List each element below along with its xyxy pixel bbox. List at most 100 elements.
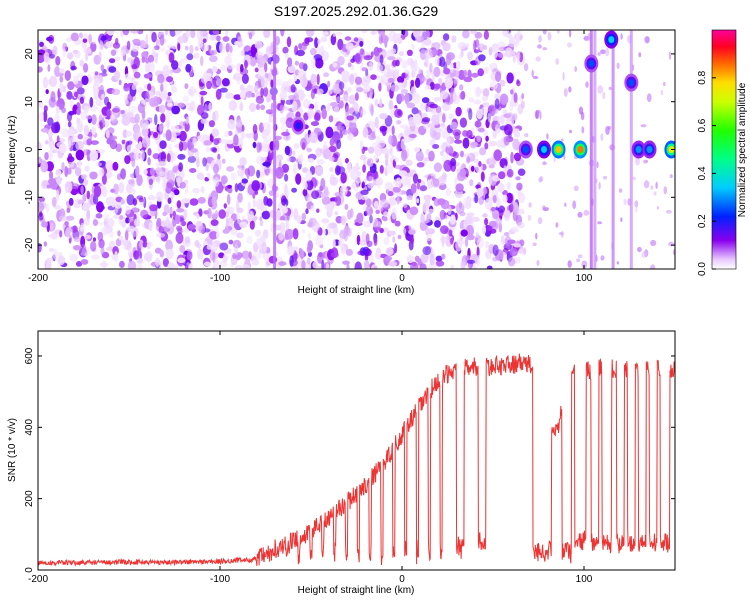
heatmap-speckle — [220, 64, 229, 72]
heatmap-speckle — [174, 214, 181, 225]
heatmap-speckle — [256, 169, 261, 179]
heatmap-speckle — [510, 151, 514, 164]
heatmap-speckle — [388, 261, 398, 267]
heatmap-speckle — [458, 54, 463, 60]
heatmap-speckle — [314, 234, 324, 247]
heatmap-speckle — [212, 252, 216, 263]
heatmap-speckle — [378, 82, 382, 92]
heatmap-speckle — [142, 241, 148, 248]
heatmap-speckle — [263, 30, 271, 39]
heatmap-speckle — [257, 68, 266, 80]
heatmap-speckle — [369, 92, 373, 99]
heatmap-speckle — [390, 48, 397, 54]
heatmap-speckle — [472, 264, 477, 269]
heatmap-speckle — [620, 217, 623, 222]
heatmap-speckle — [360, 195, 369, 201]
heatmap-speckle — [165, 248, 175, 260]
heatmap-speckle — [241, 73, 249, 85]
heatmap-speckle — [146, 242, 151, 250]
heatmap-speckle — [184, 264, 189, 269]
heatmap-speckle — [174, 30, 181, 37]
heatmap-speckle — [361, 30, 368, 34]
heatmap-speckle — [200, 186, 205, 194]
heatmap-speckle — [112, 42, 121, 49]
heatmap-speckle — [457, 41, 466, 50]
heatmap-speckle — [93, 87, 100, 100]
heatmap-speckle — [379, 54, 384, 65]
heatmap-speckle — [310, 73, 317, 85]
heatmap-speckle — [344, 36, 352, 41]
heatmap-speckle — [452, 62, 458, 69]
heatmap-speckle — [99, 40, 104, 51]
heatmap-speckle — [147, 157, 151, 166]
heatmap-speckle — [314, 37, 319, 49]
heatmap-speckle — [419, 263, 427, 269]
heatmap-speckle — [51, 122, 60, 134]
heatmap-speckle — [467, 69, 472, 79]
heatmap-speckle — [128, 105, 138, 114]
heatmap-speckle — [285, 219, 289, 231]
heatmap-speckle — [311, 221, 320, 232]
heatmap-speckle — [209, 34, 217, 41]
heatmap-speckle — [266, 97, 270, 103]
heatmap-speckle — [233, 134, 239, 146]
heatmap-speckle — [485, 241, 490, 249]
heatmap-speckle — [156, 173, 161, 185]
heatmap-speckle — [644, 36, 650, 44]
heatmap-speckle — [513, 256, 521, 264]
heatmap-speckle — [200, 96, 204, 106]
heatmap-speckle — [281, 163, 290, 173]
heatmap-speckle — [80, 259, 89, 265]
heatmap-speckle — [346, 87, 352, 93]
heatmap-speckle — [197, 197, 206, 204]
heatmap-speckle — [538, 35, 542, 43]
y-tick-label: 0 — [24, 146, 35, 152]
heatmap-speckle — [442, 33, 450, 41]
heatmap-speckle — [252, 141, 257, 149]
heatmap-speckle — [238, 137, 243, 149]
heatmap-speckle — [51, 196, 57, 207]
heatmap-speckle — [206, 80, 212, 90]
colorbar-gradient — [711, 29, 737, 270]
heatmap-speckle — [98, 51, 102, 63]
heatmap-speckle — [410, 79, 415, 86]
heatmap-speckle — [176, 225, 182, 232]
heatmap-speckle — [435, 260, 445, 267]
heatmap-speckle — [367, 90, 370, 98]
heatmap-speckle — [38, 212, 44, 221]
heatmap-speckle — [158, 125, 164, 132]
heatmap-speckle — [190, 30, 196, 39]
heatmap-speckle — [189, 168, 197, 173]
heatmap-speckle — [497, 115, 501, 125]
heatmap-speckle — [208, 102, 213, 112]
heatmap-speckle — [429, 253, 435, 266]
heatmap-speckle — [76, 108, 81, 116]
heatmap-speckle — [482, 45, 488, 50]
heatmap-speckle — [316, 208, 320, 213]
heatmap-y-ticks: -20 -10 0 10 20 — [24, 48, 675, 252]
heatmap-speckle — [394, 108, 403, 118]
heatmap-speckle — [320, 178, 326, 190]
heatmap-speckle — [60, 128, 70, 138]
heatmap-speckle — [577, 254, 583, 259]
heatmap-speckle — [318, 252, 324, 258]
heatmap-speckle — [187, 155, 197, 163]
heatmap-speckle — [72, 245, 82, 251]
heatmap-speckle — [90, 41, 97, 53]
heatmap-speckle — [452, 151, 459, 159]
heatmap-speckle — [355, 92, 359, 101]
heatmap-speckle — [142, 142, 147, 148]
heatmap-speckle — [340, 215, 347, 225]
heatmap-speckle — [99, 221, 103, 226]
heatmap-speckle — [559, 232, 564, 236]
heatmap-speckle — [443, 159, 453, 172]
heatmap-speckle — [382, 227, 389, 233]
heatmap-speckle — [58, 215, 68, 222]
heatmap-speckle — [466, 212, 475, 217]
heatmap-speckle — [291, 187, 297, 193]
heatmap-speckle — [291, 100, 298, 113]
y-tick-label: 600 — [24, 347, 35, 364]
heatmap-speckle — [406, 49, 413, 56]
heatmap-speckle — [149, 167, 155, 176]
heatmap-y-axis-label: Frequency (Hz) — [7, 116, 18, 185]
